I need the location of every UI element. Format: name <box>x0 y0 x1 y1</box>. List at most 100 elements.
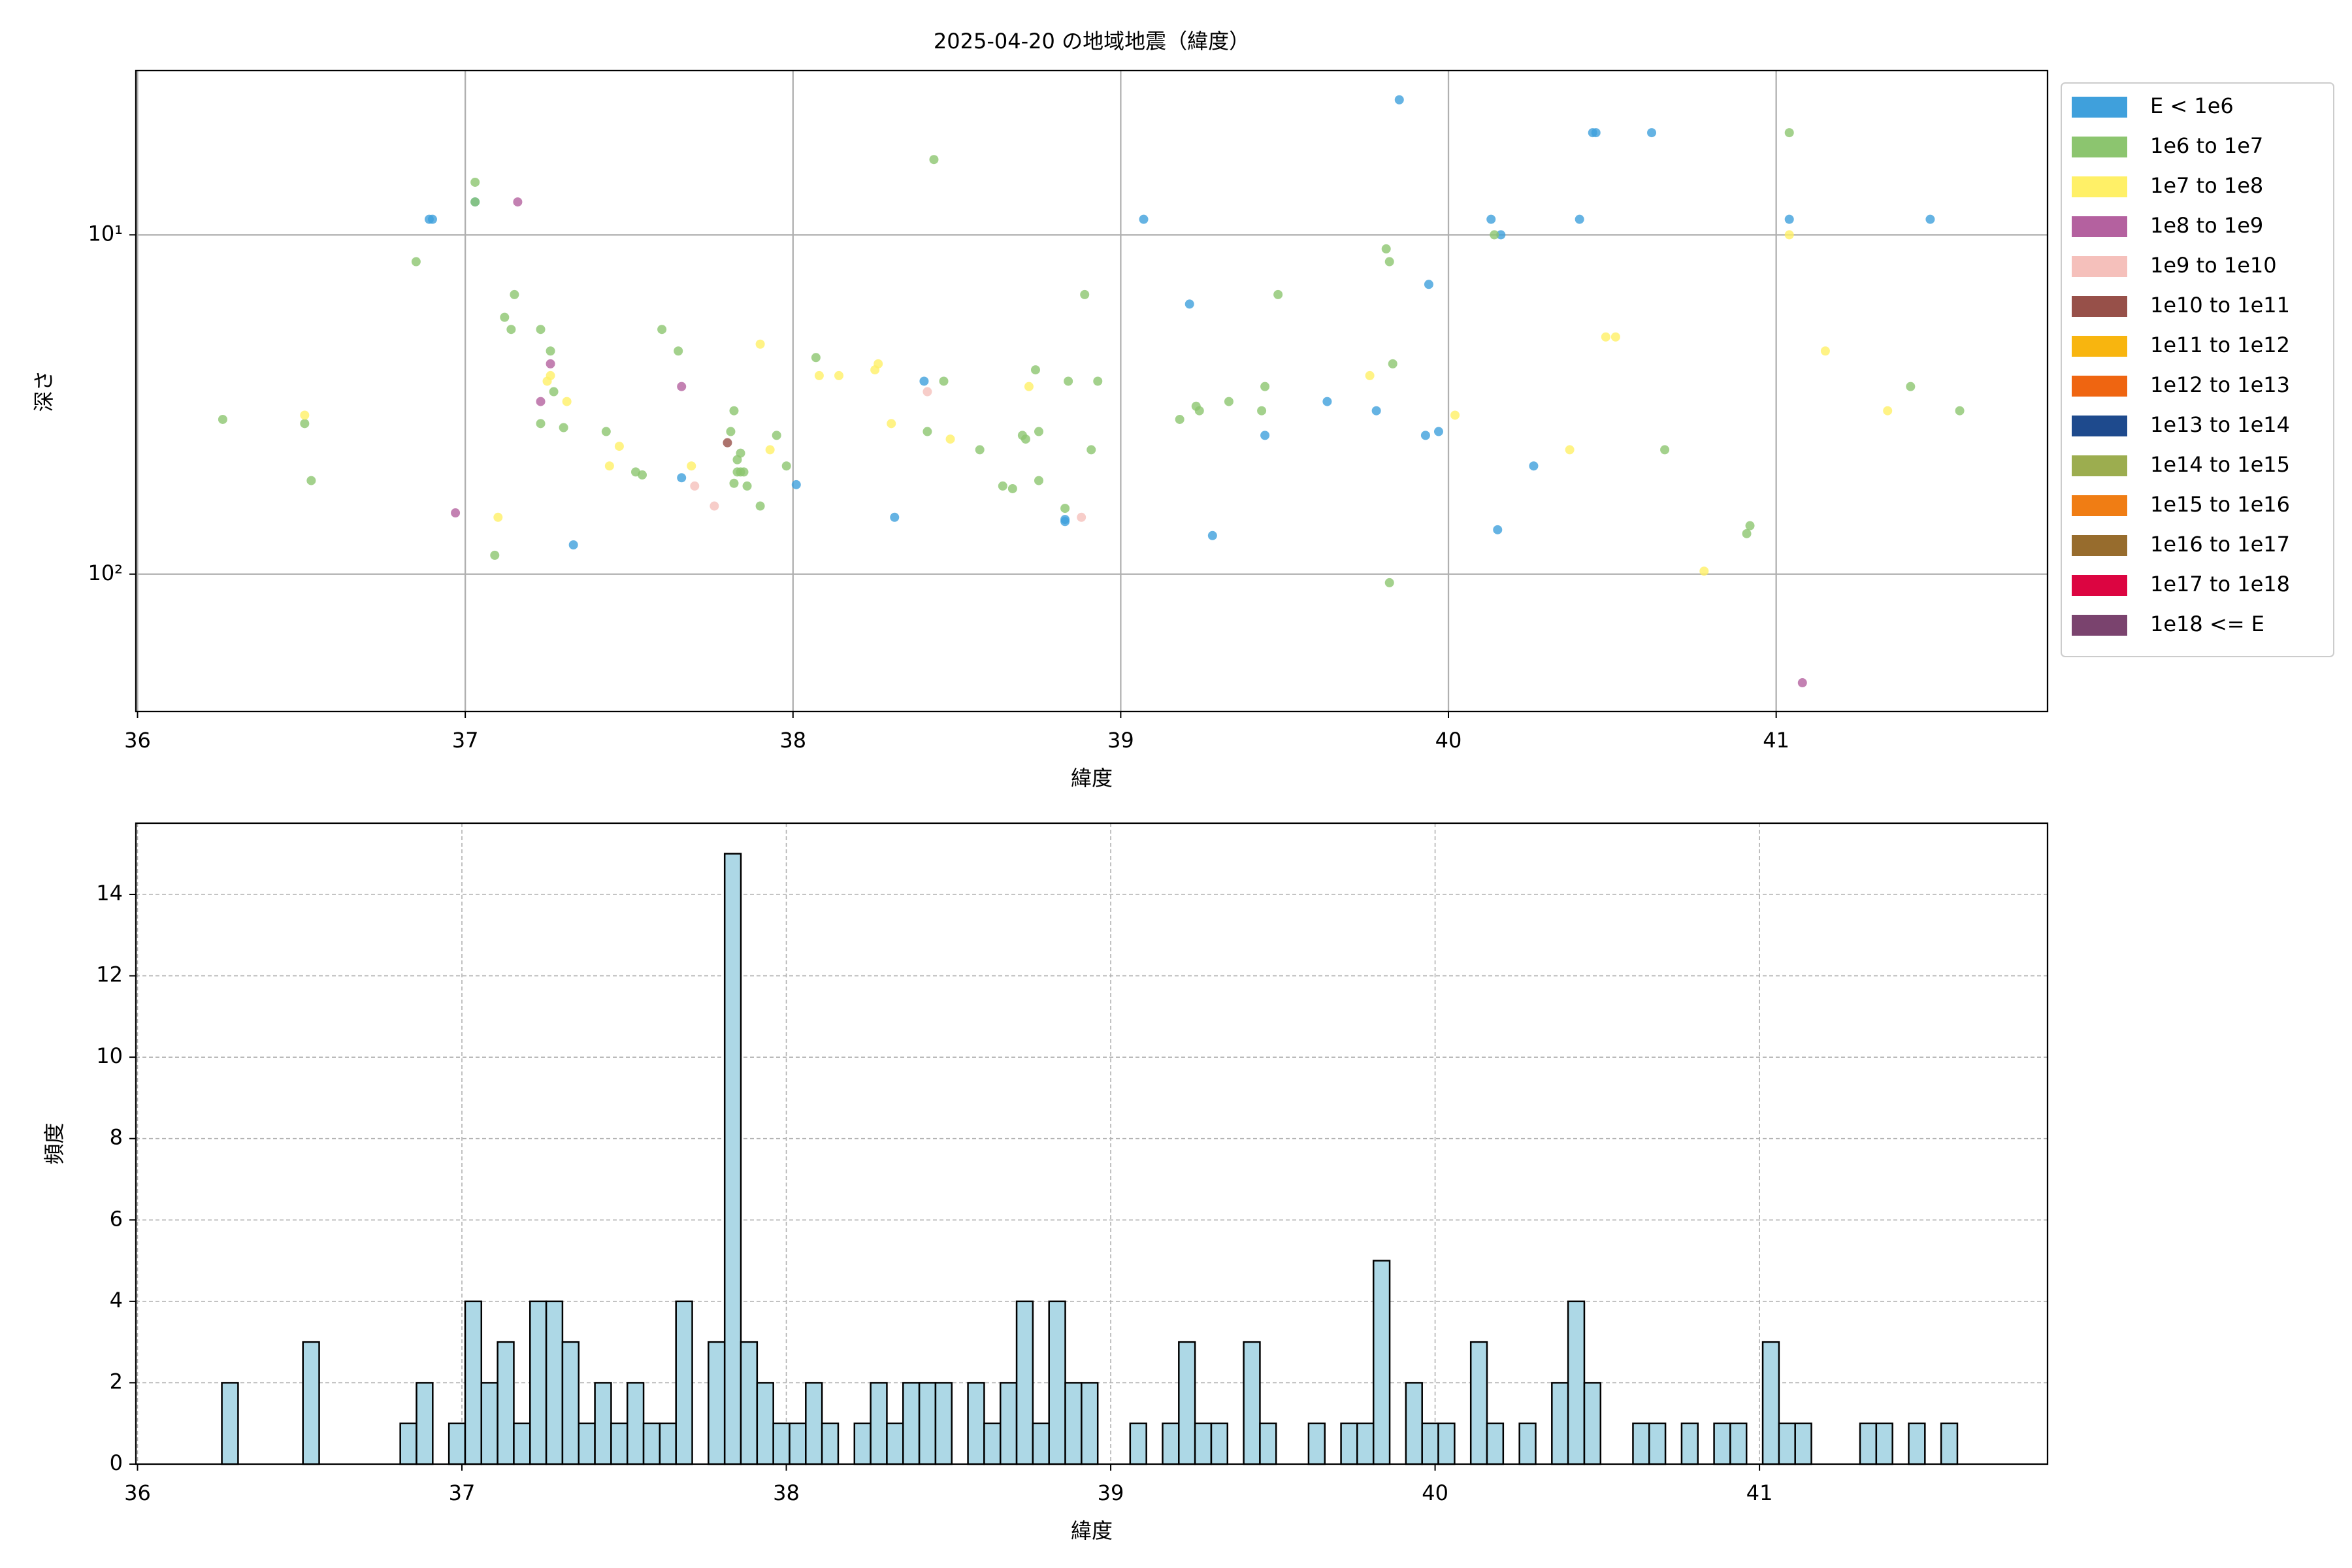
scatter-point <box>923 427 932 436</box>
scatter-point <box>729 478 739 488</box>
histogram-bar <box>1908 1422 1926 1465</box>
scatter-point <box>1260 431 1270 440</box>
x-tick-label: 41 <box>1746 1480 1773 1505</box>
histogram-bar <box>1567 1300 1586 1465</box>
legend-swatch <box>2072 176 2127 197</box>
scatter-point <box>1490 230 1499 240</box>
scatter-point <box>811 353 821 363</box>
scatter-point <box>1496 230 1506 240</box>
scatter-point <box>772 431 781 440</box>
scatter-point <box>604 461 614 471</box>
scatter-point <box>513 197 523 207</box>
scatter-point <box>306 476 316 485</box>
histogram-bar <box>1129 1422 1147 1465</box>
histogram-bar <box>675 1300 693 1465</box>
scatter-point <box>739 467 749 477</box>
scatter-point <box>1388 359 1397 368</box>
histogram-bar <box>1048 1300 1066 1465</box>
scatter-point <box>874 359 883 368</box>
scatter-point <box>1273 289 1283 299</box>
y-axis-label: 頻度 <box>42 1122 67 1164</box>
scatter-point <box>729 406 739 416</box>
axes-frame <box>135 69 2049 713</box>
y-tick-label: 6 <box>110 1206 123 1231</box>
legend-label: 1e6 to 1e7 <box>2150 133 2263 158</box>
legend-label: 1e18 <= E <box>2150 612 2264 636</box>
histogram-bar <box>561 1341 580 1465</box>
histogram-bar <box>967 1382 985 1465</box>
scatter-point <box>1820 346 1830 356</box>
scatter-point <box>791 480 801 489</box>
scatter-point <box>755 339 765 349</box>
legend-label: 1e9 to 1e10 <box>2150 253 2277 278</box>
scatter-point <box>1030 365 1040 375</box>
scatter-point <box>300 410 310 420</box>
scatter-point <box>1797 678 1807 688</box>
scatter-point <box>814 370 824 380</box>
scatter-point <box>781 461 791 471</box>
histogram-bar <box>1178 1341 1196 1465</box>
scatter-point <box>1060 517 1070 527</box>
scatter-point <box>1450 410 1460 420</box>
y-tick-label: 2 <box>110 1369 123 1394</box>
scatter-point <box>562 397 572 406</box>
x-axis-label: 緯度 <box>1071 1518 1113 1543</box>
legend-label: 1e15 to 1e16 <box>2150 492 2290 517</box>
scatter-point <box>1610 332 1620 342</box>
y-tick-label: 10² <box>88 561 123 585</box>
scatter-point <box>1601 332 1610 342</box>
histogram-bar <box>1210 1422 1229 1465</box>
scatter-point <box>677 382 687 391</box>
scatter-point <box>601 427 611 436</box>
histogram-bar <box>659 1422 677 1465</box>
scatter-point <box>470 197 480 207</box>
histogram-bar <box>513 1422 531 1465</box>
histogram-bar <box>1583 1382 1602 1465</box>
scatter-point <box>1745 521 1755 531</box>
histogram-bar <box>1551 1382 1569 1465</box>
x-tick-label: 36 <box>124 1480 151 1505</box>
scatter-point <box>1529 461 1539 471</box>
histogram-bar <box>1486 1422 1505 1465</box>
histogram-bar <box>578 1422 596 1465</box>
histogram-bar <box>1518 1422 1537 1465</box>
scatter-point <box>536 325 546 335</box>
legend-swatch <box>2072 97 2127 118</box>
histogram-bar <box>642 1422 661 1465</box>
x-tick-label: 37 <box>449 1480 476 1505</box>
histogram-bar <box>1794 1422 1812 1465</box>
histogram-bar <box>1680 1422 1699 1465</box>
chart-title: 2025-04-20 の地域地震（緯度） <box>934 29 1250 54</box>
histogram-bar <box>708 1341 726 1465</box>
scatter-point <box>1371 406 1381 416</box>
histogram-bar <box>789 1422 807 1465</box>
histogram-bar <box>983 1422 1002 1465</box>
scatter-point <box>1955 406 1965 416</box>
scatter-point <box>536 419 546 429</box>
histogram-bar <box>1437 1422 1456 1465</box>
histogram-bar <box>1632 1422 1650 1465</box>
y-tick-label: 10¹ <box>88 221 123 246</box>
scatter-point <box>1565 445 1575 455</box>
x-tick-label: 39 <box>1107 728 1134 753</box>
scatter-point <box>218 414 227 424</box>
x-tick-label: 39 <box>1098 1480 1124 1505</box>
histogram-bar <box>756 1382 774 1465</box>
y-tick-label: 0 <box>110 1450 123 1475</box>
histogram-bar <box>934 1382 953 1465</box>
scatter-point <box>1784 230 1794 240</box>
scatter-point <box>890 512 900 522</box>
axes-frame <box>135 822 2049 1465</box>
scatter-point <box>1493 525 1503 534</box>
legend-label: 1e16 to 1e17 <box>2150 532 2290 557</box>
histogram-bar <box>529 1300 547 1465</box>
scatter-point <box>1381 244 1391 253</box>
scatter-point <box>1064 376 1073 386</box>
legend-label: 1e10 to 1e11 <box>2150 293 2290 318</box>
histogram-bar <box>805 1382 823 1465</box>
scatter-point <box>690 481 700 491</box>
scatter-point <box>687 461 696 471</box>
scatter-point <box>765 445 775 455</box>
scatter-point <box>1575 214 1584 224</box>
